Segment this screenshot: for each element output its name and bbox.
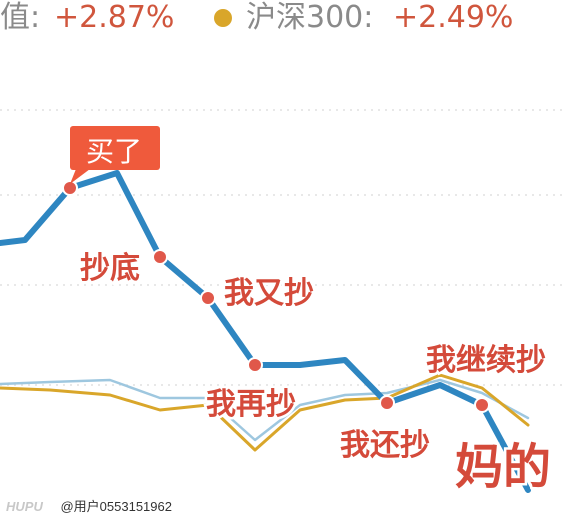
- chart-header: 值: +2.87% 沪深300: +2.49%: [0, 0, 563, 40]
- chart-buy-markers: [62, 180, 490, 413]
- chart-series: [0, 170, 531, 493]
- series-line-1: [0, 373, 530, 452]
- annotation-label-5: 我继续抄: [426, 343, 546, 378]
- watermark-user: @用户0553151962: [60, 499, 172, 514]
- buy-callout-group: 买了: [70, 126, 160, 184]
- buy-marker-3: [247, 357, 263, 373]
- watermark-logo: HUPU: [6, 499, 43, 514]
- annotation-label-3: 我再抄: [206, 387, 296, 422]
- watermark: HUPU @用户0553151962: [6, 496, 172, 515]
- annotation-label-0: 买了: [86, 135, 142, 168]
- annotation-label-2: 我又抄: [224, 276, 314, 311]
- annotation-label-1: 抄底: [80, 251, 140, 286]
- buy-marker-5: [474, 397, 490, 413]
- buy-marker-1: [152, 249, 168, 265]
- fund-label: 值:: [0, 0, 41, 35]
- annotation-label-4: 我还抄: [340, 428, 430, 463]
- index-return-value: +2.49%: [393, 0, 514, 35]
- index-legend-dot-icon: [214, 9, 232, 27]
- buy-callout-pointer: [70, 169, 90, 184]
- buy-marker-2: [200, 290, 216, 306]
- buy-marker-0: [62, 180, 78, 196]
- annotation-label-6: 妈的: [455, 439, 551, 495]
- index-label: 沪深300:: [246, 0, 374, 35]
- buy-marker-4: [379, 395, 395, 411]
- buy-callout-box: [70, 126, 160, 170]
- fund-return-value: +2.87%: [54, 0, 175, 35]
- series-line-2: [0, 378, 530, 442]
